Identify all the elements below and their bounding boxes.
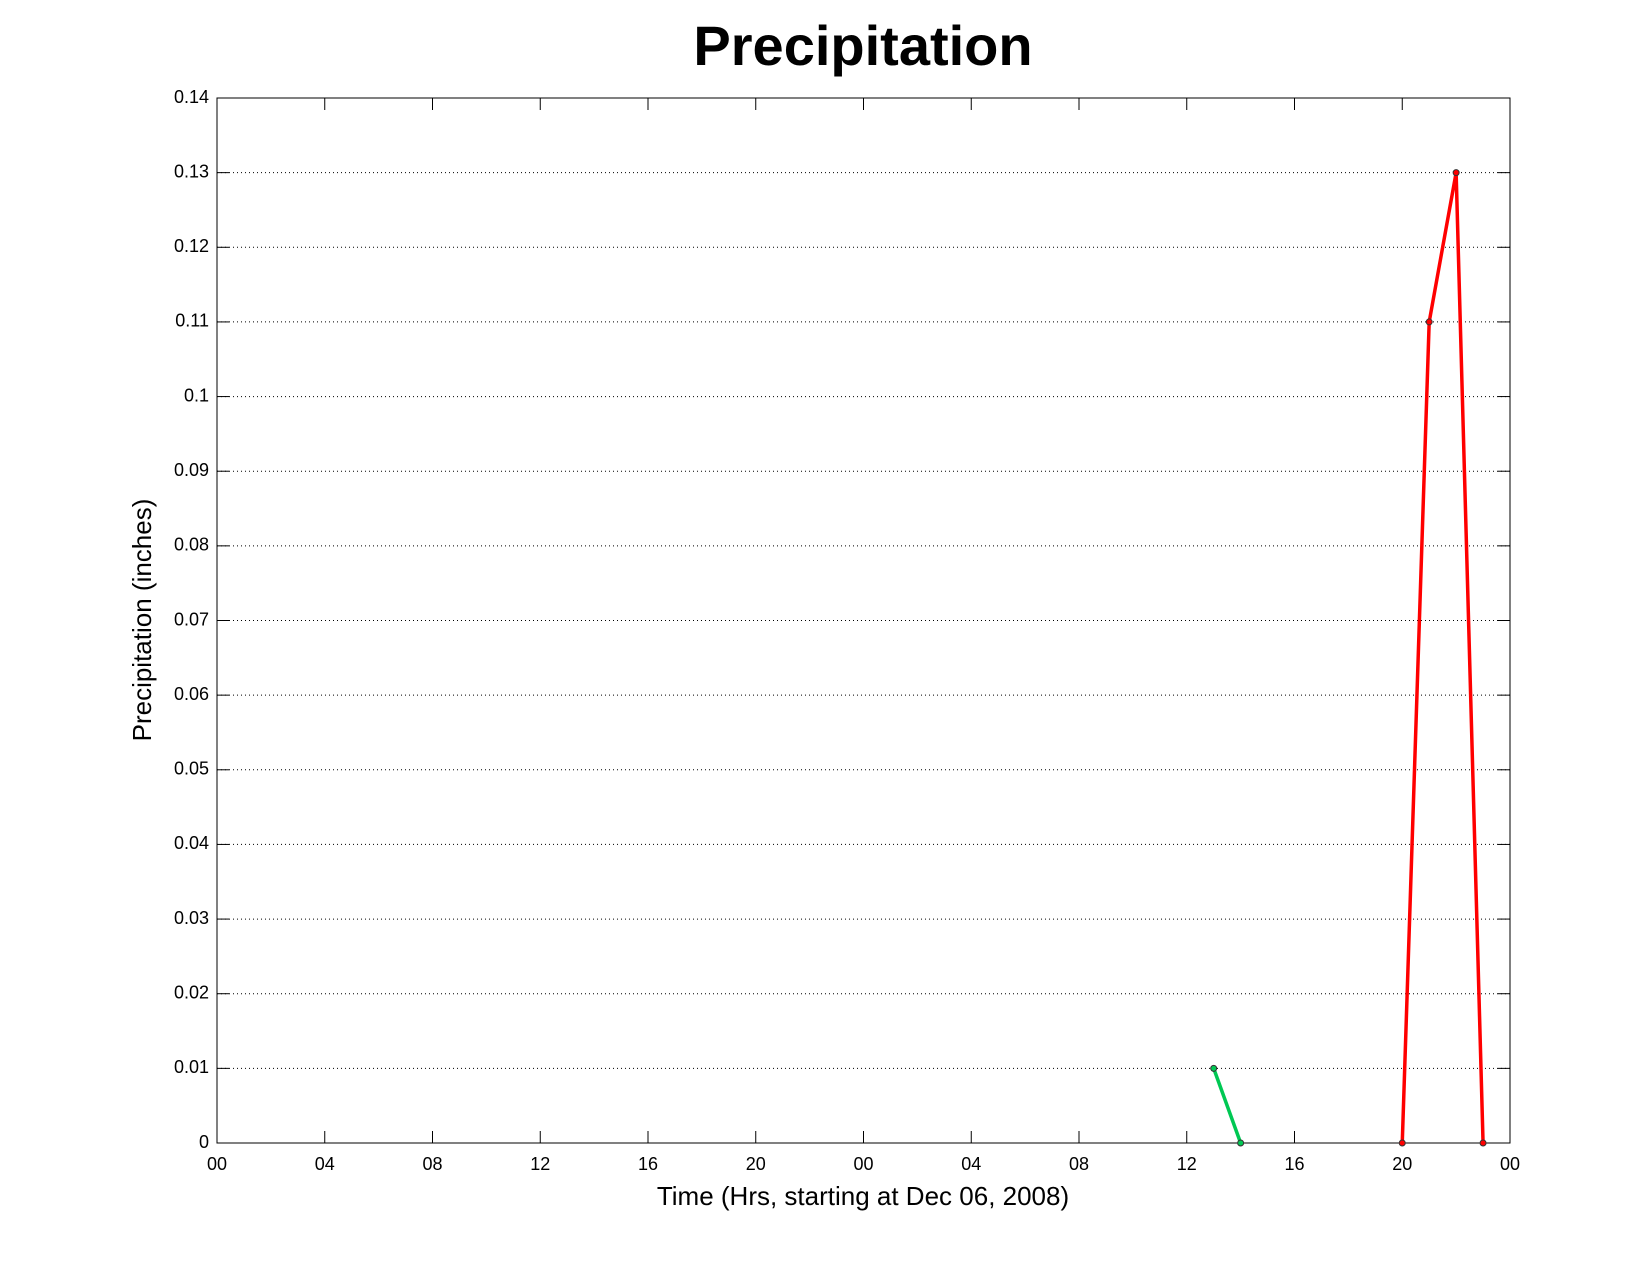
x-tick-label: 08 <box>1069 1154 1089 1174</box>
x-tick-label: 16 <box>1284 1154 1304 1174</box>
x-tick-label: 08 <box>422 1154 442 1174</box>
y-tick-label: 0.02 <box>174 982 209 1002</box>
y-tick-label: 0.14 <box>174 87 209 107</box>
y-tick-label: 0.03 <box>174 908 209 928</box>
series-line <box>1400 170 1485 1144</box>
y-tick-label: 0.13 <box>174 161 209 181</box>
y-tick-label: 0.12 <box>174 236 209 256</box>
data-point <box>1479 1139 1487 1147</box>
y-tick-label: 0.08 <box>174 535 209 555</box>
data-point <box>1452 169 1460 177</box>
x-axis-label: Time (Hrs, starting at Dec 06, 2008) <box>657 1181 1069 1211</box>
x-tick-label: 00 <box>207 1154 227 1174</box>
plot-frame <box>216 97 1511 1144</box>
y-tick-label: 0.1 <box>184 385 209 405</box>
x-tick-label: 00 <box>1500 1154 1520 1174</box>
y-tick-label: 0.06 <box>174 684 209 704</box>
x-tick-label: 12 <box>530 1154 550 1174</box>
y-tick-label: 0.11 <box>175 311 209 331</box>
y-tick-label: 0.01 <box>174 1057 209 1077</box>
data-point <box>1237 1139 1245 1147</box>
data-point <box>1398 1139 1406 1147</box>
data-point <box>1425 318 1433 326</box>
series-line <box>1212 1067 1243 1144</box>
x-tick-label: 12 <box>1177 1154 1197 1174</box>
x-tick-label: 16 <box>638 1154 658 1174</box>
x-tick-label: 04 <box>961 1154 981 1174</box>
data-point <box>1210 1064 1218 1072</box>
x-tick-label: 00 <box>853 1154 873 1174</box>
y-tick-label: 0.04 <box>174 833 209 853</box>
chart-title: Precipitation <box>693 14 1032 77</box>
x-tick-label: 20 <box>746 1154 766 1174</box>
y-axis-label: Precipitation (inches) <box>127 499 157 742</box>
x-tick-label: 04 <box>315 1154 335 1174</box>
y-tick-label: 0.09 <box>174 460 209 480</box>
y-tick-label: 0.05 <box>174 759 209 779</box>
y-tick-label: 0 <box>199 1132 209 1152</box>
x-tick-label: 20 <box>1392 1154 1412 1174</box>
y-tick-label: 0.07 <box>174 609 209 629</box>
